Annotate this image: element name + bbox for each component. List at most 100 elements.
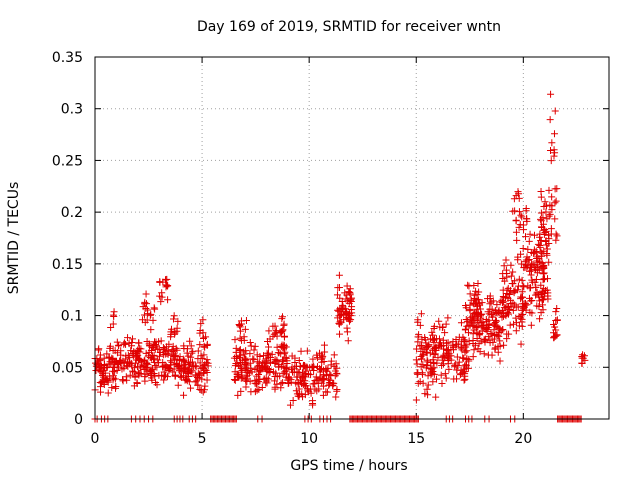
data-point [488,311,496,319]
data-point [231,368,239,376]
data-point [480,350,488,358]
data-point [129,367,137,375]
data-point [542,202,550,210]
data-point [449,341,457,349]
data-point [134,346,142,354]
data-point [117,358,125,366]
data-point [326,370,334,378]
data-point [496,337,504,345]
data-point [530,231,538,239]
data-point [414,338,422,346]
data-point [530,248,538,256]
data-point [196,341,204,349]
data-point [544,275,552,283]
data-point [475,331,483,339]
data-point [310,380,318,388]
data-point [231,376,239,384]
data-point [526,230,534,238]
data-point [156,278,164,286]
data-point [461,348,469,356]
data-point [490,331,498,339]
data-point [528,267,536,275]
data-point [441,329,449,337]
data-point [523,215,531,223]
data-point [142,370,150,378]
data-point [469,353,477,361]
data-point [545,235,553,243]
data-points [91,90,589,423]
data-point [466,307,474,315]
data-point [272,369,280,377]
data-point [156,349,164,357]
y-axis-label: SRMTID / TECUs [6,182,22,295]
data-point [531,278,539,286]
data-point [161,350,169,358]
data-point [97,379,105,387]
data-point [464,281,472,289]
data-point [167,328,175,336]
data-point [439,352,447,360]
data-point [507,261,515,269]
data-point [539,270,547,278]
data-point [168,351,176,359]
data-point [472,287,480,295]
data-point [310,364,318,371]
data-point [505,310,513,318]
data-point [346,285,354,293]
data-point [282,364,290,372]
data-point [461,372,469,380]
data-point [542,208,550,216]
data-point [511,207,519,215]
data-point [533,253,541,261]
data-point [547,147,555,155]
data-point [426,349,434,357]
data-point [242,364,250,372]
data-point [196,327,204,335]
data-point [512,228,520,236]
data-point [547,90,555,98]
data-point [197,352,205,360]
data-point [476,305,484,313]
data-point [539,214,547,222]
data-point [429,331,437,339]
data-point [502,266,510,274]
data-point [142,363,150,371]
data-point [320,341,328,349]
data-point [97,388,105,396]
data-point [496,357,504,365]
data-point [471,341,479,349]
data-point [515,223,523,231]
data-point [438,380,446,388]
data-point [518,322,526,330]
data-point [147,346,155,354]
data-point [163,350,171,358]
data-point [294,379,302,387]
data-point [527,297,535,305]
data-point [188,367,196,375]
data-point [285,379,293,387]
data-point [145,340,153,348]
data-point [282,354,290,362]
data-point [162,371,170,379]
data-point [163,275,171,283]
data-point [501,304,509,312]
data-point [253,386,261,394]
data-point [502,256,510,264]
data-point [242,383,250,391]
data-point [520,300,528,308]
data-point [167,365,175,373]
data-point [299,381,307,389]
data-point [462,304,470,312]
data-point [519,244,527,252]
data-point [442,374,450,382]
data-point [484,323,492,331]
data-point [513,319,521,327]
data-point [250,356,258,364]
data-point [430,351,438,359]
data-point [271,355,279,363]
data-point [441,354,449,362]
data-point [173,356,181,364]
data-point [295,356,303,364]
data-point [276,372,284,380]
data-point [112,383,120,391]
